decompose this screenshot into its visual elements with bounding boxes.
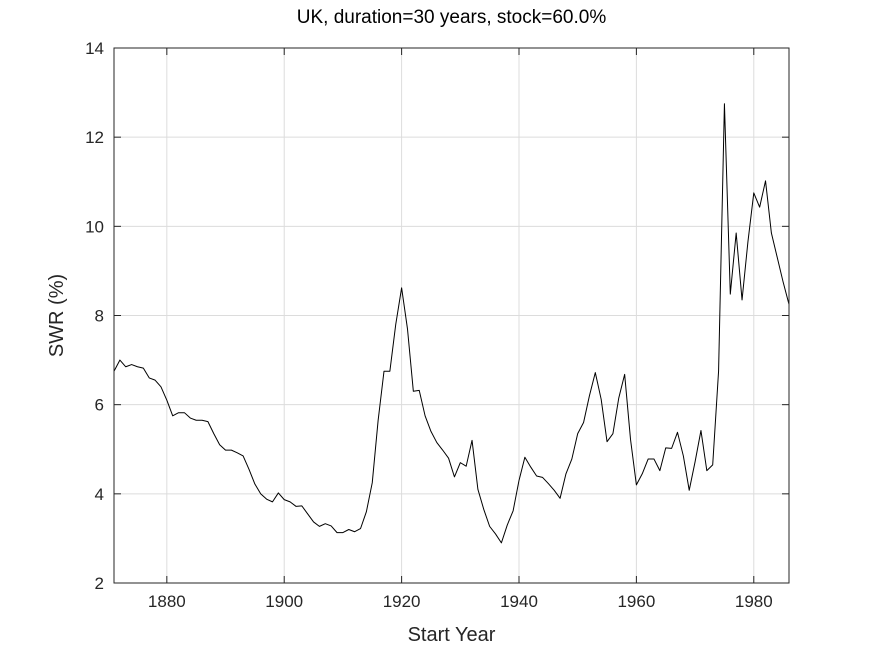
y-tick-label: 14 bbox=[85, 39, 104, 58]
tick-marks bbox=[114, 47, 789, 584]
x-tick-label: 1880 bbox=[148, 592, 186, 611]
y-tick-label: 12 bbox=[85, 128, 104, 147]
series-layer bbox=[113, 103, 790, 544]
y-tick-label: 4 bbox=[95, 485, 104, 504]
y-tick-label: 2 bbox=[95, 574, 104, 593]
x-tick-label: 1900 bbox=[265, 592, 303, 611]
y-tick-label: 6 bbox=[95, 396, 104, 415]
y-tick-label: 8 bbox=[95, 307, 104, 326]
y-axis-title: SWR (%) bbox=[46, 274, 68, 357]
chart-title: UK, duration=30 years, stock=60.0% bbox=[297, 7, 607, 28]
x-tick-labels: 1880 1900 1920 1940 1960 1980 bbox=[148, 592, 773, 611]
y-tick-label: 10 bbox=[85, 217, 104, 236]
x-axis-title: Start Year bbox=[408, 624, 496, 646]
x-tick-label: 1920 bbox=[383, 592, 421, 611]
x-tick-label: 1980 bbox=[735, 592, 773, 611]
series-line-swr bbox=[113, 103, 790, 544]
y-tick-labels: 2 4 6 8 10 12 14 bbox=[85, 39, 104, 593]
x-tick-label: 1940 bbox=[500, 592, 538, 611]
x-tick-label: 1960 bbox=[617, 592, 655, 611]
